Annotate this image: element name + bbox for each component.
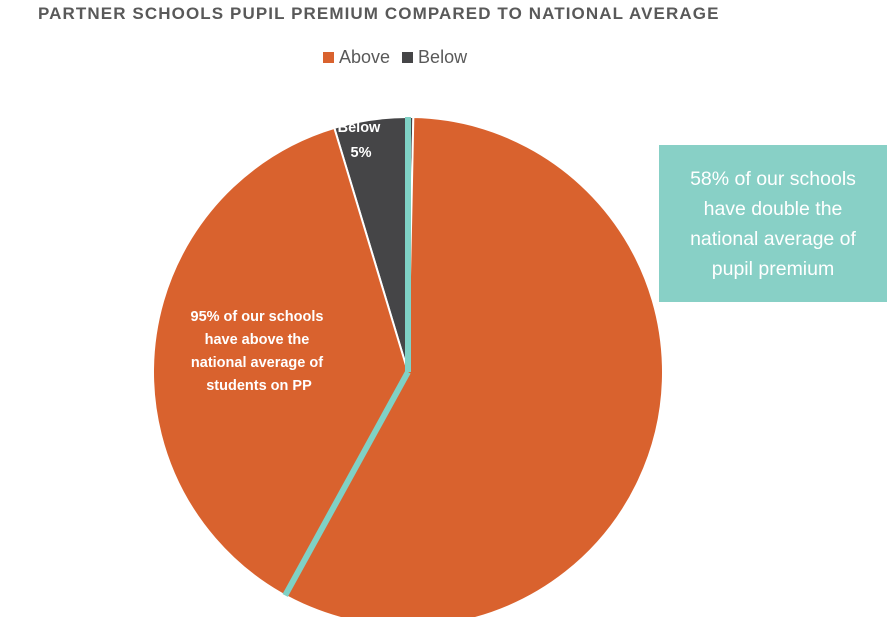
callout-line-4: pupil premium (711, 257, 835, 280)
highlight-divider-bottom (282, 370, 411, 597)
chart-legend: Above Below (323, 47, 479, 68)
slice-label-above: 95% of our schools have above the nation… (191, 309, 328, 394)
chart-title: PARTNER SCHOOLS PUPIL PREMIUM COMPARED T… (38, 4, 720, 23)
pie-slice-above (152, 116, 664, 617)
legend-item-below: Below (402, 47, 467, 68)
slice-label-above-line-3: national average of (191, 355, 323, 371)
callout-box: 58% of our schools have double the natio… (659, 145, 887, 302)
slice-label-above-line-4: students on PP (206, 378, 312, 394)
legend-label-below: Below (418, 47, 468, 67)
legend-item-above: Above (323, 47, 390, 68)
legend-label-above: Above (339, 47, 391, 67)
callout-line-1: 58% of our schools (690, 167, 856, 190)
slice-label-below-line-1: Below (338, 120, 381, 136)
slice-label-below-line-2: 5% (351, 145, 372, 161)
slice-label-below: Below 5% (338, 120, 385, 161)
legend-swatch-above (323, 52, 334, 63)
slice-label-above-line-2: have above the (205, 332, 310, 348)
callout-line-3: national average of (690, 227, 856, 250)
legend-swatch-below (402, 52, 414, 63)
callout-line-2: have double the (703, 197, 843, 220)
slice-label-above-line-1: 95% of our schools (191, 309, 324, 325)
